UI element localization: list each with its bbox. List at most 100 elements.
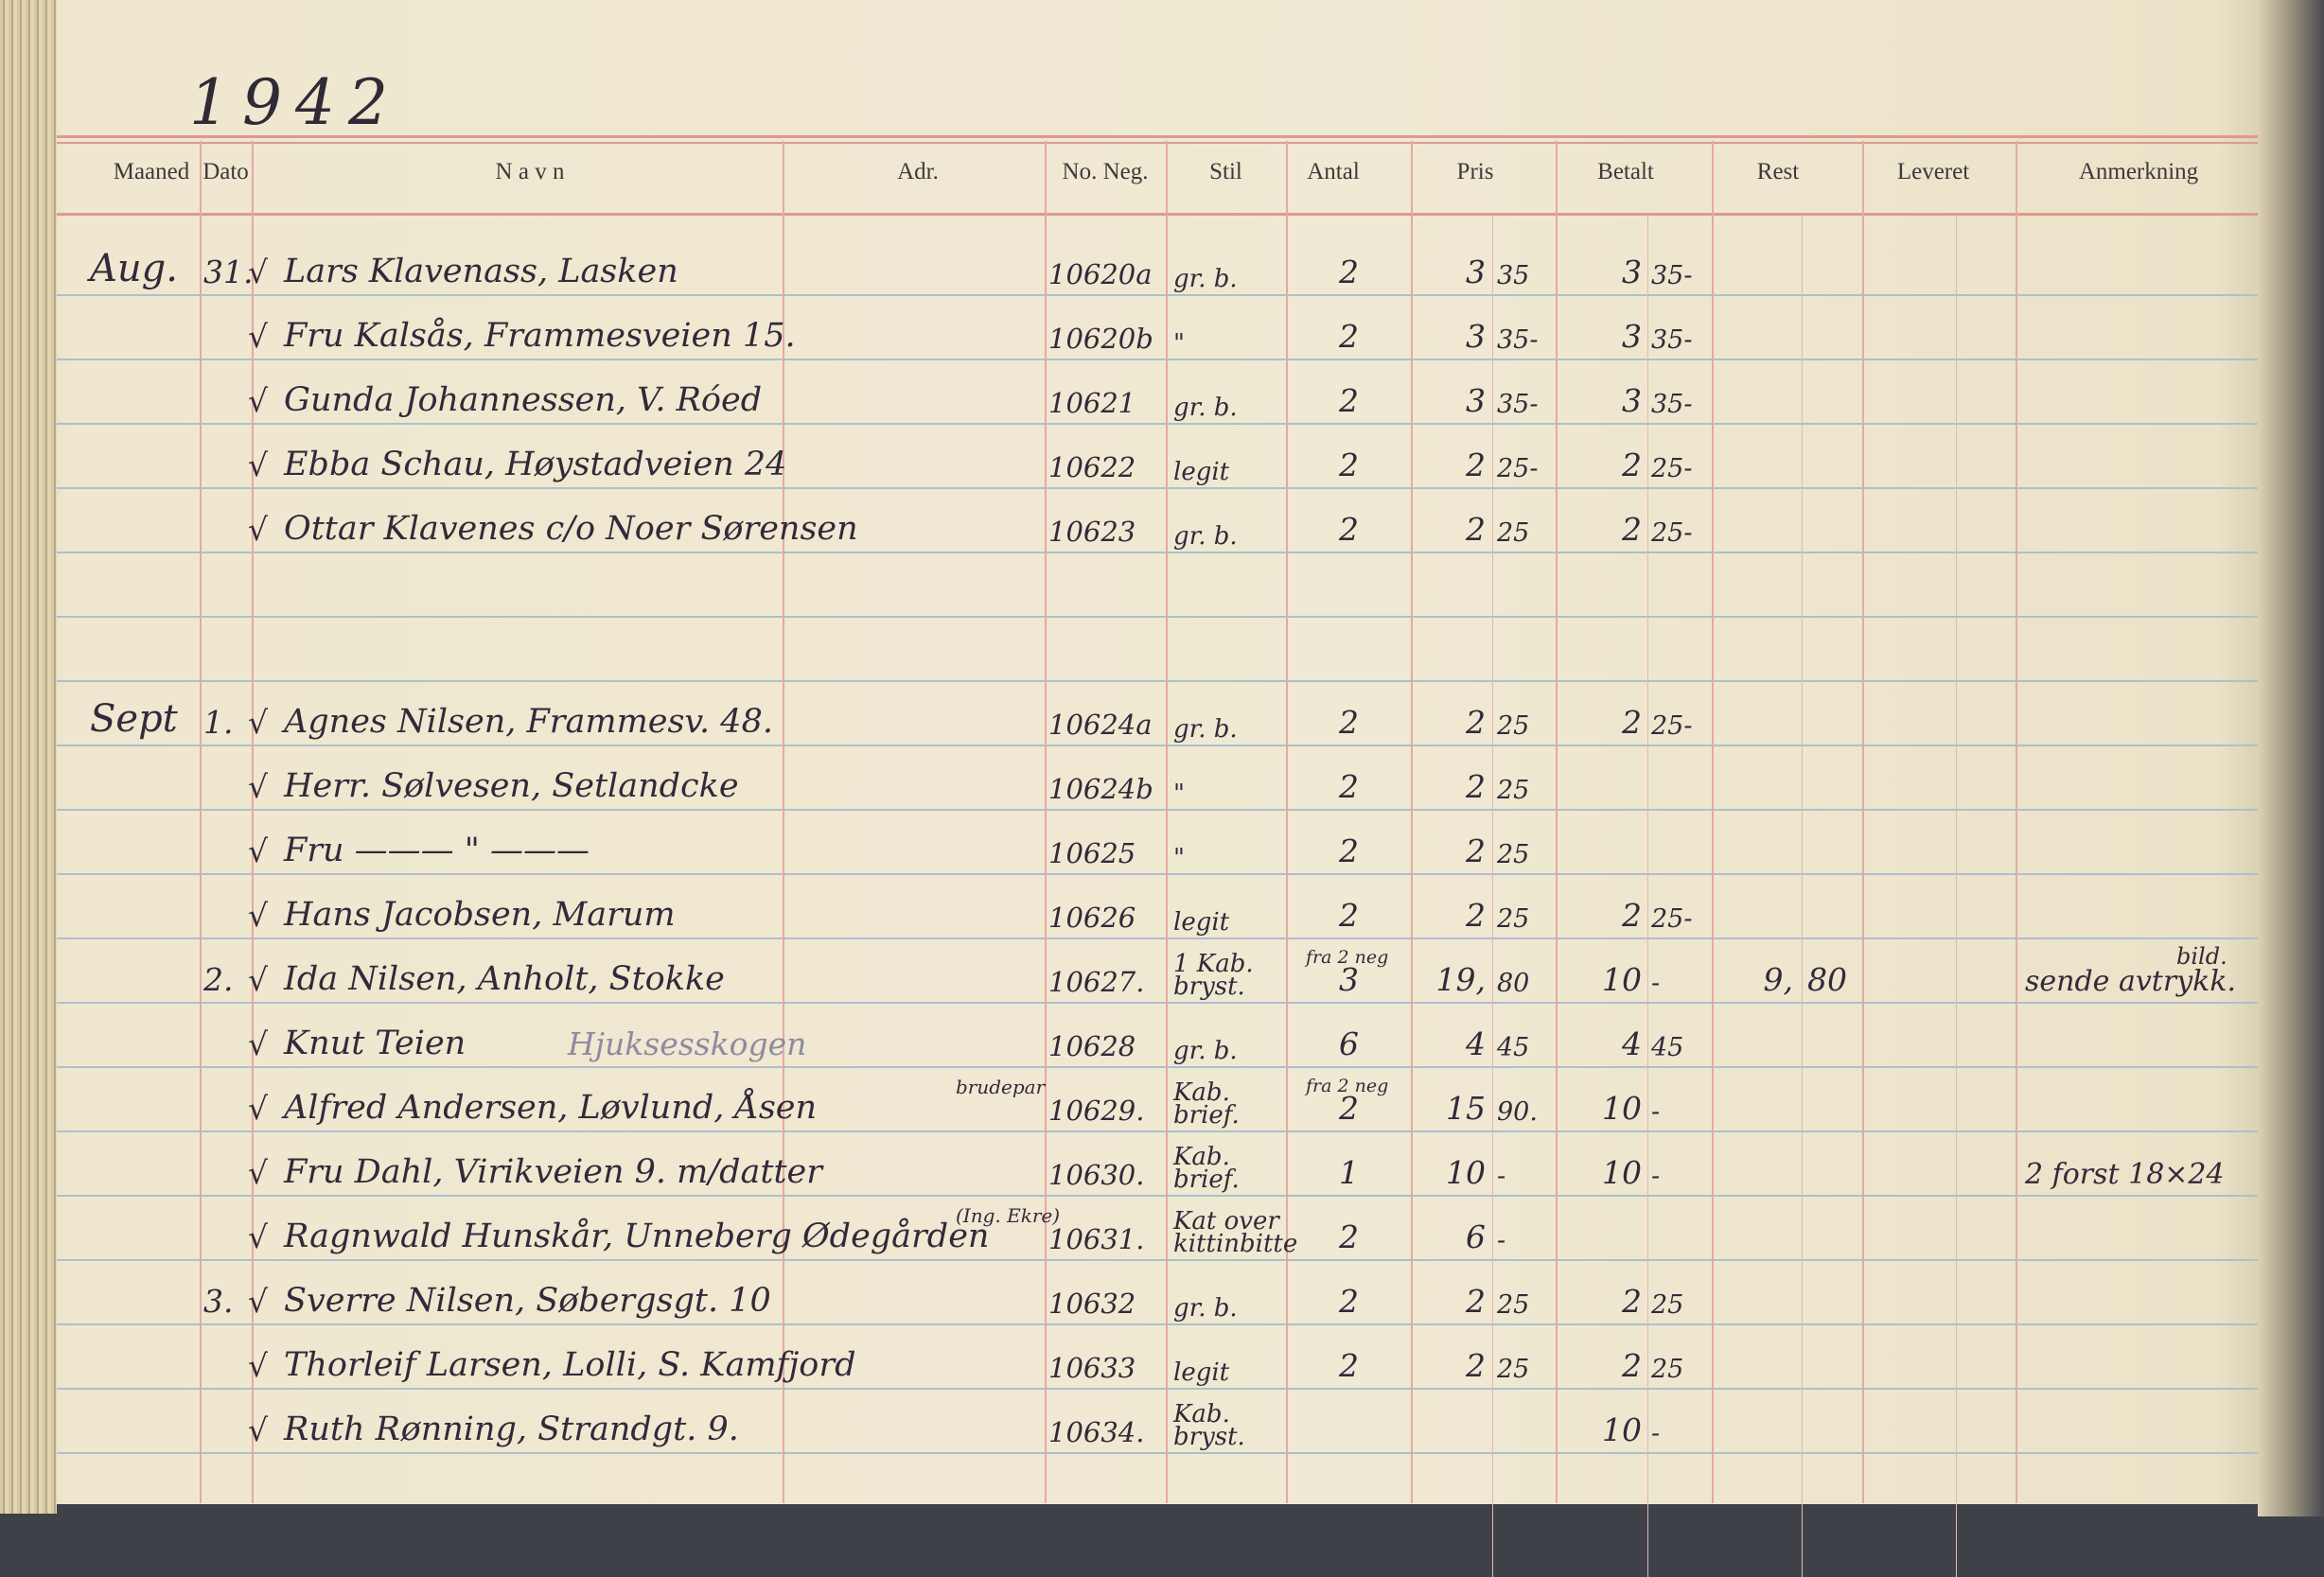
ledger-row: √ Herr. Sølvesen, Setlandcke 10624b " 2 2 25 <box>0 746 2271 811</box>
quantity-cell: 2 <box>1339 254 1359 290</box>
column-divider <box>1556 141 1558 1503</box>
column-divider <box>2016 141 2017 1503</box>
name-cell: Gunda Johannessen, V. Róed <box>284 381 763 419</box>
ledger-row: Aug. 31. √ Lars Klavenass, Lasken 10620a gr. … <box>0 232 2271 296</box>
paid-kroner: 10 <box>1602 1411 1642 1448</box>
quantity-cell: 2 <box>1339 511 1359 548</box>
name-cell: Ragnwald Hunskår, Unneberg Ødegården <box>284 1218 990 1255</box>
header-month: Maaned <box>113 159 190 184</box>
paid-ore: 25- <box>1651 711 1693 741</box>
check-mark: √ <box>248 447 269 483</box>
header-address: Adr. <box>897 159 939 184</box>
ledger-row: √ Fru ——— " ——— 10625 " 2 2 25 <box>0 811 2271 875</box>
header-remarks: Anmerkning <box>2078 159 2199 184</box>
neg-number-cell: 10630. <box>1048 1159 1145 1191</box>
neg-number-cell: 10621 <box>1048 387 1136 419</box>
style-cell: gr. b. <box>1173 715 1238 744</box>
price-ore: 35 <box>1497 261 1530 290</box>
style-cell: gr. b. <box>1173 1037 1238 1065</box>
price-ore: - <box>1497 1226 1506 1255</box>
quantity-cell: 2 <box>1339 382 1359 419</box>
day-cell: 3. <box>203 1283 234 1320</box>
neg-number-cell: 10633 <box>1048 1352 1136 1384</box>
quantity-note: fra 2 neg <box>1306 947 1389 968</box>
remark-note: bild. <box>2176 943 2227 970</box>
paid-kroner: 2 <box>1622 1283 1642 1320</box>
paid-ore: - <box>1651 1097 1661 1127</box>
price-ore: 90. <box>1497 1097 1538 1127</box>
name-cell: Lars Klavenass, Lasken <box>284 253 678 290</box>
ledger-row: √ Alfred Andersen, Løvlund, Åsen brudepar 1… <box>0 1068 2271 1132</box>
name-cell: Knut Teien <box>284 1025 467 1062</box>
price-kroner: 4 <box>1466 1025 1486 1062</box>
quantity-cell: 3 <box>1339 961 1359 998</box>
ruled-lines <box>57 232 2262 1481</box>
paid-kroner: 2 <box>1622 447 1642 483</box>
name-cell: Ruth Rønning, Strandgt. 9. <box>284 1411 739 1448</box>
check-mark: √ <box>248 1154 269 1191</box>
paid-ore: 35- <box>1651 261 1693 290</box>
ledger-row: √ Ottar Klavenes c/o Noer Sørensen 10623 gr… <box>0 489 2271 553</box>
price-kroner: 2 <box>1466 768 1486 805</box>
header-name: N a v n <box>495 159 565 184</box>
neg-number-cell: 10624b <box>1048 773 1153 805</box>
name-cell: Sverre Nilsen, Søbergsgt. 10 <box>284 1282 771 1320</box>
ledger-row: 3. √ Sverre Nilsen, Søbergsgt. 10 10632 gr. … <box>0 1261 2271 1325</box>
ledger-row: 2. √ Ida Nilsen, Anholt, Stokke 10627. 1 Kab… <box>0 939 2271 1004</box>
check-mark: √ <box>248 1090 269 1127</box>
price-ore: 25 <box>1497 776 1530 805</box>
column-divider <box>252 141 254 1503</box>
price-kroner: 2 <box>1466 1283 1486 1320</box>
paid-kroner: 2 <box>1622 897 1642 934</box>
column-divider <box>783 141 784 1503</box>
price-kroner: 10 <box>1446 1154 1486 1191</box>
name-cell: Thorleif Larsen, Lolli, S. Kamfjord <box>284 1346 856 1384</box>
paid-kroner: 10 <box>1602 1090 1642 1127</box>
check-mark: √ <box>248 1218 269 1255</box>
check-mark: √ <box>248 832 269 869</box>
price-kroner: 3 <box>1466 382 1486 419</box>
page-stack-edge <box>0 0 57 1514</box>
paid-kroner: 2 <box>1622 1347 1642 1384</box>
name-note: brudepar <box>956 1076 1046 1098</box>
neg-number-cell: 10626 <box>1048 902 1136 934</box>
column-divider <box>200 141 202 1503</box>
name-cell: Herr. Sølvesen, Setlandcke <box>284 767 739 805</box>
ledger-row: √ Fru Dahl, Virikveien 9. m/datter 10630. K… <box>0 1132 2271 1197</box>
quantity-cell: 6 <box>1339 1025 1359 1062</box>
ledger-row: √ Thorleif Larsen, Lolli, S. Kamfjord 1063… <box>0 1325 2271 1390</box>
price-kroner: 2 <box>1466 511 1486 548</box>
price-ore: - <box>1497 1162 1506 1191</box>
style-cell: " <box>1173 780 1185 808</box>
name-cell: Fru Kalsås, Frammesveien 15. <box>284 317 796 355</box>
day-cell: 2. <box>203 961 234 998</box>
name-extra-cell: Hjuksesskogen <box>568 1025 807 1062</box>
paid-kroner: 10 <box>1602 1154 1642 1191</box>
check-mark: √ <box>248 382 269 419</box>
neg-number-cell: 10629. <box>1048 1095 1145 1127</box>
style-cell: legit <box>1173 908 1230 937</box>
price-kroner: 3 <box>1466 318 1486 355</box>
paid-kroner: 3 <box>1622 318 1642 355</box>
price-kroner: 2 <box>1466 832 1486 869</box>
price-kroner: 2 <box>1466 704 1486 741</box>
quantity-cell: 2 <box>1339 1347 1359 1384</box>
header-rule-top <box>57 135 2262 138</box>
neg-number-cell: 10620a <box>1048 258 1153 290</box>
style-cell: 1 Kab. bryst. <box>1173 950 1254 1001</box>
paid-kroner: 4 <box>1622 1025 1642 1062</box>
style-cell: gr. b. <box>1173 1294 1238 1323</box>
price-ore: 35- <box>1497 325 1539 355</box>
price-kroner: 19, <box>1435 961 1486 998</box>
paid-ore: 25- <box>1651 518 1693 548</box>
name-cell: Agnes Nilsen, Frammesv. 48. <box>284 703 773 741</box>
column-divider <box>1647 215 1648 1577</box>
day-cell: 1. <box>203 704 234 741</box>
ledger-row <box>0 553 2271 618</box>
column-divider <box>1045 141 1047 1503</box>
name-cell: Fru Dahl, Virikveien 9. m/datter <box>284 1153 822 1191</box>
paid-kroner: 3 <box>1622 254 1642 290</box>
paid-kroner: 3 <box>1622 382 1642 419</box>
price-kroner: 15 <box>1446 1090 1486 1127</box>
price-ore: 25 <box>1497 904 1530 934</box>
